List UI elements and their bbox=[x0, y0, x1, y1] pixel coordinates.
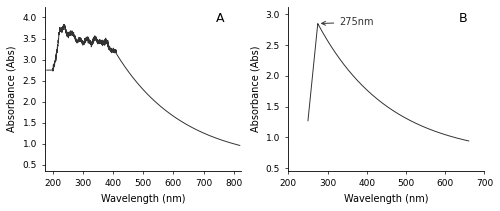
X-axis label: Wavelength (nm): Wavelength (nm) bbox=[101, 194, 186, 204]
Text: A: A bbox=[216, 12, 224, 25]
Y-axis label: Absorbance (Abs): Absorbance (Abs) bbox=[250, 46, 260, 132]
Text: B: B bbox=[459, 12, 468, 25]
Text: 275nm: 275nm bbox=[322, 17, 374, 27]
X-axis label: Wavelength (nm): Wavelength (nm) bbox=[344, 194, 428, 204]
Y-axis label: Absorbance (Abs): Absorbance (Abs) bbox=[7, 46, 17, 132]
